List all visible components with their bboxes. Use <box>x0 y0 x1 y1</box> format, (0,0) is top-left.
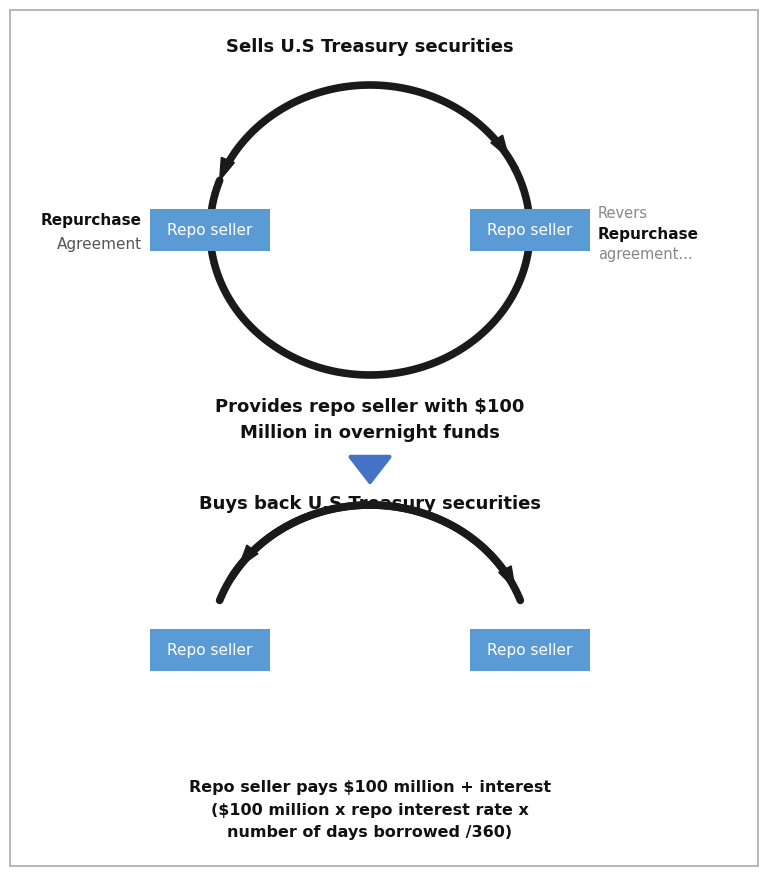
Text: Provides repo seller with $100
Million in overnight funds: Provides repo seller with $100 Million i… <box>215 399 525 442</box>
Polygon shape <box>498 566 515 589</box>
Text: Sells U.S Treasury securities: Sells U.S Treasury securities <box>227 38 514 56</box>
FancyBboxPatch shape <box>150 209 270 251</box>
Polygon shape <box>491 135 508 158</box>
Text: Repo seller pays $100 million + interest
($100 million x repo interest rate x
nu: Repo seller pays $100 million + interest… <box>189 781 551 840</box>
Text: Buys back U.S Treasury securities: Buys back U.S Treasury securities <box>199 495 541 513</box>
Polygon shape <box>239 545 258 567</box>
Text: Revers: Revers <box>598 207 648 222</box>
Text: Repo seller: Repo seller <box>167 642 253 658</box>
Polygon shape <box>220 158 234 180</box>
Text: Repurchase: Repurchase <box>598 227 699 242</box>
FancyBboxPatch shape <box>150 629 270 671</box>
Text: Repo seller: Repo seller <box>488 642 573 658</box>
FancyBboxPatch shape <box>470 209 590 251</box>
Text: Repo seller: Repo seller <box>488 223 573 237</box>
Text: Repurchase: Repurchase <box>41 213 142 228</box>
Text: Repo seller: Repo seller <box>167 223 253 237</box>
FancyBboxPatch shape <box>470 629 590 671</box>
Text: agreement...: agreement... <box>598 246 693 262</box>
Text: Agreement: Agreement <box>57 237 142 251</box>
